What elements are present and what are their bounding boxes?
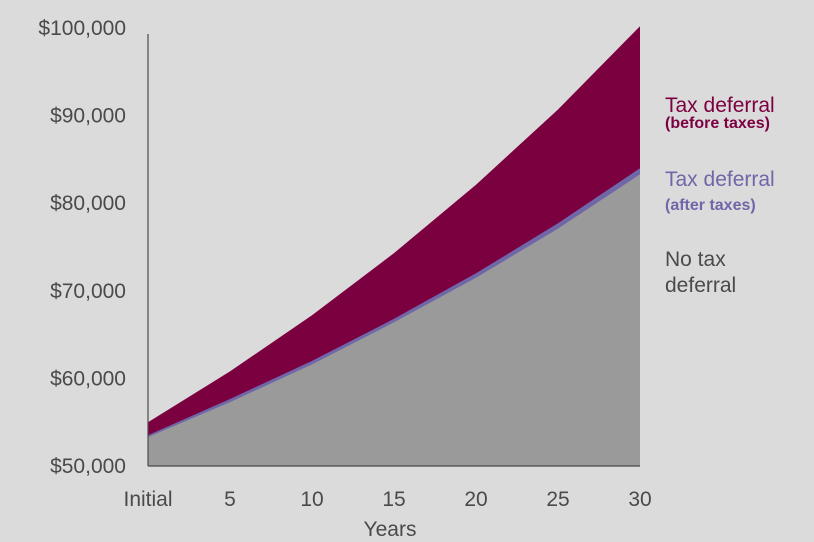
- area-no-tax-deferral: [148, 174, 640, 467]
- x-tick-label: 5: [224, 488, 236, 511]
- legend-item-label: No tax: [665, 248, 726, 271]
- legend-item-sublabel: deferral: [665, 274, 736, 297]
- legend-item-sublabel: (after taxes): [665, 197, 756, 214]
- legend-item-sublabel: (before taxes): [665, 115, 770, 132]
- chart-areas: [148, 26, 640, 467]
- x-tick-label: 15: [382, 488, 405, 511]
- y-tick-label: $70,000: [50, 280, 126, 303]
- y-tick-label: $100,000: [38, 17, 126, 40]
- x-axis-title: Years: [364, 518, 417, 541]
- x-tick-labels: Initial 5 10 15 20 25 30: [123, 488, 651, 511]
- x-tick-label: 20: [464, 488, 487, 511]
- x-tick-label: 10: [300, 488, 323, 511]
- chart-axes: [147, 34, 640, 467]
- legend: Tax deferral(before taxes)Tax deferral(a…: [665, 94, 775, 297]
- y-tick-labels: $50,000 $60,000 $70,000 $80,000 $90,000 $100,…: [38, 17, 126, 478]
- legend-item-label: Tax deferral: [665, 168, 775, 191]
- y-tick-label: $80,000: [50, 192, 126, 215]
- y-tick-label: $60,000: [50, 367, 126, 390]
- legend-item: Tax deferral(before taxes): [665, 94, 775, 132]
- y-tick-label: $90,000: [50, 105, 126, 128]
- legend-item: No tax deferral: [665, 248, 736, 297]
- x-tick-label: 30: [628, 488, 651, 511]
- legend-item-label: Tax deferral: [665, 94, 775, 117]
- legend-item: Tax deferral (after taxes): [665, 168, 775, 214]
- x-tick-label: Initial: [123, 488, 172, 511]
- y-tick-label: $50,000: [50, 455, 126, 478]
- x-tick-label: 25: [546, 488, 569, 511]
